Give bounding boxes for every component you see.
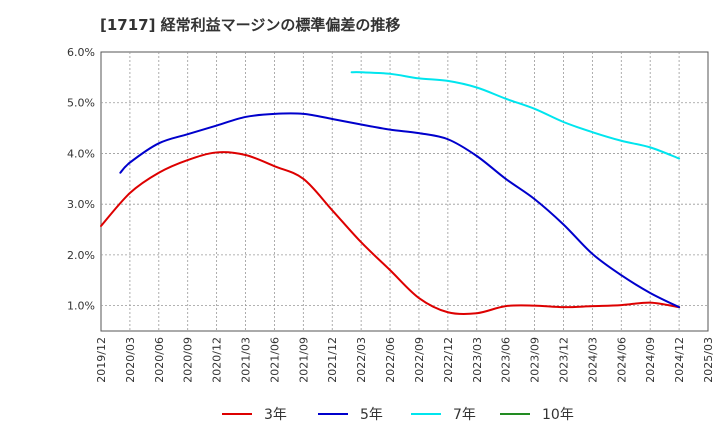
x-tick-label: 2023/09	[529, 337, 542, 383]
series-line-3	[350, 71, 681, 160]
x-tick-label: 2020/09	[182, 337, 195, 383]
x-tick-label: 2021/06	[268, 337, 281, 383]
x-tick-label: 2021/09	[297, 337, 310, 383]
series-group	[100, 71, 681, 316]
x-tick-label: 2025/03	[702, 337, 715, 383]
x-tick-label: 2022/09	[413, 337, 426, 383]
x-tick-label: 2020/06	[153, 337, 166, 383]
x-tick-label: 2019/12	[95, 337, 108, 383]
x-tick-label: 2024/03	[586, 337, 599, 383]
y-tick-label: 5.0%	[67, 97, 95, 110]
legend-label-1: 3年	[264, 407, 287, 423]
series-line-1	[100, 151, 681, 316]
y-tick-label: 2.0%	[67, 249, 95, 262]
x-tick-label: 2024/09	[644, 337, 657, 383]
x-tick-label: 2022/03	[355, 337, 368, 383]
x-tick-label: 2023/06	[500, 337, 513, 383]
y-tick-label: 6.0%	[67, 46, 95, 59]
axes: 1.0% 2.0% 3.0% 4.0% 5.0% 6.0% 2019/12 2020/03 20…	[67, 46, 715, 383]
x-tick-label: 2020/03	[124, 337, 137, 383]
plot-area	[100, 51, 709, 332]
x-tick-label: 2020/12	[211, 337, 224, 383]
plot-frame	[100, 51, 709, 332]
x-tick-label: 2022/06	[384, 337, 397, 383]
chart-title: [1717] 経常利益マージンの標準偏差の推移	[100, 16, 401, 34]
y-tick-label: 4.0%	[67, 147, 95, 160]
x-tick-label: 2021/03	[240, 337, 253, 383]
y-tick-label: 1.0%	[67, 300, 95, 313]
legend: 3年 5年 7年 10年	[222, 407, 574, 423]
x-tick-label: 2024/12	[673, 337, 686, 383]
x-tick-label: 2024/06	[615, 337, 628, 383]
legend-label-4: 10年	[542, 407, 574, 423]
x-tick-label: 2022/12	[442, 337, 455, 383]
x-tick-label: 2023/03	[471, 337, 484, 383]
series-line-2	[119, 112, 681, 309]
grid	[101, 52, 708, 331]
legend-label-3: 7年	[453, 407, 476, 423]
x-tick-label: 2021/12	[326, 337, 339, 383]
legend-label-2: 5年	[360, 407, 383, 423]
x-tick-label: 2023/12	[557, 337, 570, 383]
y-tick-label: 3.0%	[67, 198, 95, 211]
